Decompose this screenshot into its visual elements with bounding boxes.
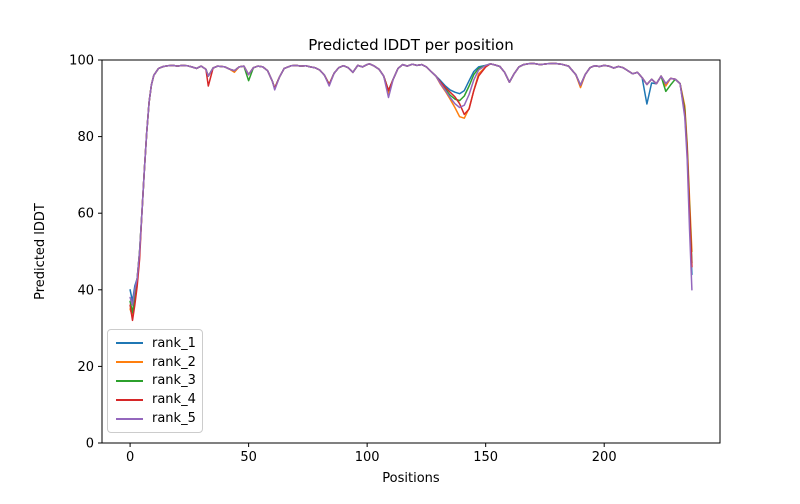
series-line-rank_1 [129, 62, 693, 303]
svg-text:50: 50 [240, 450, 257, 465]
plot-area-border [101, 59, 721, 444]
svg-text:100: 100 [355, 450, 380, 465]
svg-text:80: 80 [77, 130, 94, 145]
legend-item-rank-2: rank_2 [116, 353, 196, 371]
svg-text:0: 0 [86, 437, 94, 452]
legend-item-rank-4: rank_4 [116, 391, 196, 409]
rank-5-line-swatch [116, 417, 143, 420]
series-line-rank_2 [129, 62, 693, 318]
svg-text:60: 60 [77, 207, 94, 222]
y-axis-ticks: 0 20 40 60 80 100 [69, 54, 102, 452]
y-axis-label: Predicted lDDT [33, 203, 48, 300]
svg-text:20: 20 [77, 360, 94, 375]
legend-item-rank-3: rank_3 [116, 372, 196, 390]
legend-label-rank-3: rank_3 [152, 373, 196, 389]
rank-4-line-swatch [116, 398, 143, 401]
legend-item-rank-1: rank_1 [116, 334, 196, 352]
x-axis-ticks: 0 50 100 150 200 [126, 443, 617, 465]
svg-text:100: 100 [69, 54, 94, 69]
svg-text:150: 150 [473, 450, 498, 465]
svg-text:0: 0 [126, 450, 134, 465]
rank-3-line-swatch [116, 379, 143, 382]
series-line-rank_4 [129, 62, 693, 322]
legend-label-rank-5: rank_5 [152, 411, 196, 427]
series-lines [129, 62, 693, 322]
rank-2-line-swatch [116, 361, 143, 364]
svg-text:200: 200 [592, 450, 617, 465]
svg-text:40: 40 [77, 283, 94, 298]
legend-label-rank-1: rank_1 [152, 335, 196, 351]
series-line-rank_5 [129, 62, 693, 306]
rank-1-line-swatch [116, 342, 143, 345]
legend-label-rank-4: rank_4 [152, 392, 196, 408]
x-axis-label: Positions [382, 471, 440, 486]
series-line-rank_3 [129, 62, 693, 314]
legend: rank_1 rank_2 rank_3 rank_4 rank_5 [107, 329, 203, 433]
legend-label-rank-2: rank_2 [152, 354, 196, 370]
legend-item-rank-5: rank_5 [116, 410, 196, 428]
chart-title: Predicted lDDT per position [308, 36, 513, 54]
